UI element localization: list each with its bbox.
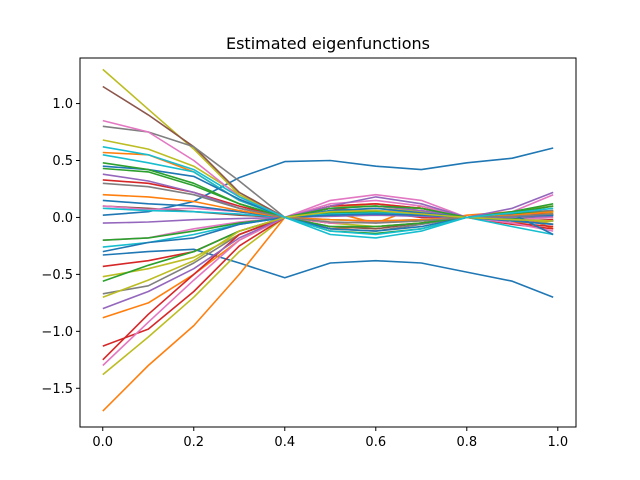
series-lines <box>102 68 554 412</box>
y-tick-label: −1.0 <box>41 325 73 340</box>
x-tick-label: 0.0 <box>92 435 113 450</box>
x-tick-label: 0.2 <box>183 435 204 450</box>
y-tick-label: 1.0 <box>52 97 73 112</box>
series-line-7 <box>102 205 554 376</box>
y-tick-label: 0.0 <box>52 211 73 226</box>
y-tick-label: −0.5 <box>41 268 73 283</box>
y-tick-label: 0.5 <box>52 154 73 169</box>
series-line-19 <box>102 199 554 367</box>
series-line-13 <box>102 210 554 295</box>
x-axis: 0.0 0.2 0.4 0.6 0.8 1.0 <box>92 427 568 450</box>
y-axis: −1.5 −1.0 −0.5 0.0 0.5 1.0 <box>41 97 80 397</box>
series-line-15 <box>102 203 554 361</box>
series-line-38 <box>102 146 554 236</box>
series-line-25 <box>102 154 554 239</box>
series-line-28 <box>102 173 554 219</box>
x-tick-label: 0.4 <box>274 435 295 450</box>
series-line-37 <box>102 209 554 298</box>
y-tick-label: −1.5 <box>41 382 73 397</box>
series-line-36 <box>102 182 554 224</box>
series-line-3 <box>102 205 554 412</box>
x-tick-label: 1.0 <box>547 435 568 450</box>
series-line-1 <box>102 248 554 298</box>
plot-frame <box>79 57 577 428</box>
x-tick-label: 0.6 <box>365 435 386 450</box>
x-tick-label: 0.8 <box>456 435 477 450</box>
series-line-18 <box>102 119 554 219</box>
series-line-6 <box>102 68 554 219</box>
chart-title: Estimated eigenfunctions <box>226 34 430 53</box>
